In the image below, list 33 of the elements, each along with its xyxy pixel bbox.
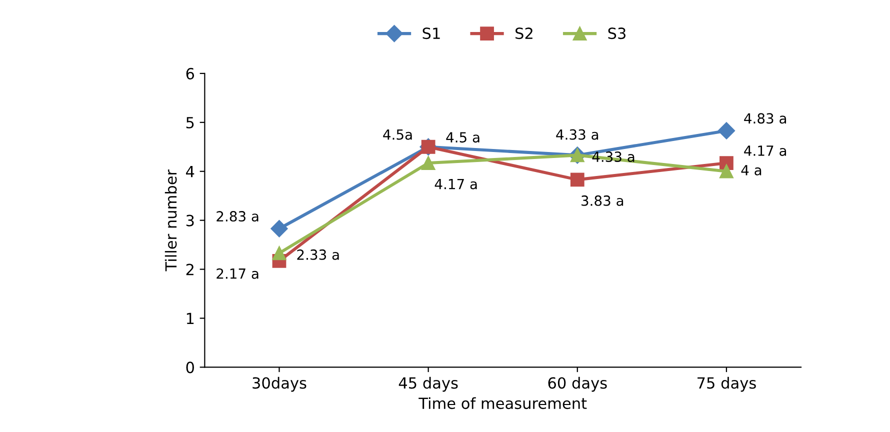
legend-label: S2 [516,28,532,40]
y-tick-label: 2 [186,264,194,276]
x-tick-label: 75 days [698,376,756,392]
x-axis-title: Time of measurement [418,397,587,410]
data-label: 3.83 a [582,195,624,206]
point [718,122,736,140]
point [720,164,734,178]
y-tick-label: 6 [186,68,194,80]
x-tick-label: 30days [252,376,306,392]
x-tick-label: 45 days [398,376,458,392]
y-axis-title: Tiller number [164,169,177,272]
point [421,156,436,170]
y-tick-label: 3 [186,214,194,226]
y-tick-label: 1 [186,312,194,324]
data-label: 4.5 a [446,132,480,143]
data-label: 4 a [741,165,762,176]
data-label: 2.83 a [216,211,258,222]
data-label: 4.17 a [434,178,477,190]
point [270,220,288,238]
y-tick-label: 4 [186,166,194,178]
legend-label: S1 [422,28,440,40]
data-label: 4.17 a [744,146,786,156]
legend-label: S3 [608,28,626,40]
y-tick-label: 5 [186,117,194,128]
data-label: 4.5a [383,129,412,140]
data-label: 4.83 a [744,113,786,124]
data-label: 2.33 a [297,249,339,260]
y-tick-label: 0 [186,362,194,374]
point [272,246,286,260]
data-label: 4.33 a [556,129,598,140]
x-tick-label: 60 days [548,376,607,392]
point [570,172,584,187]
data-label: 2.17 a [216,268,258,279]
